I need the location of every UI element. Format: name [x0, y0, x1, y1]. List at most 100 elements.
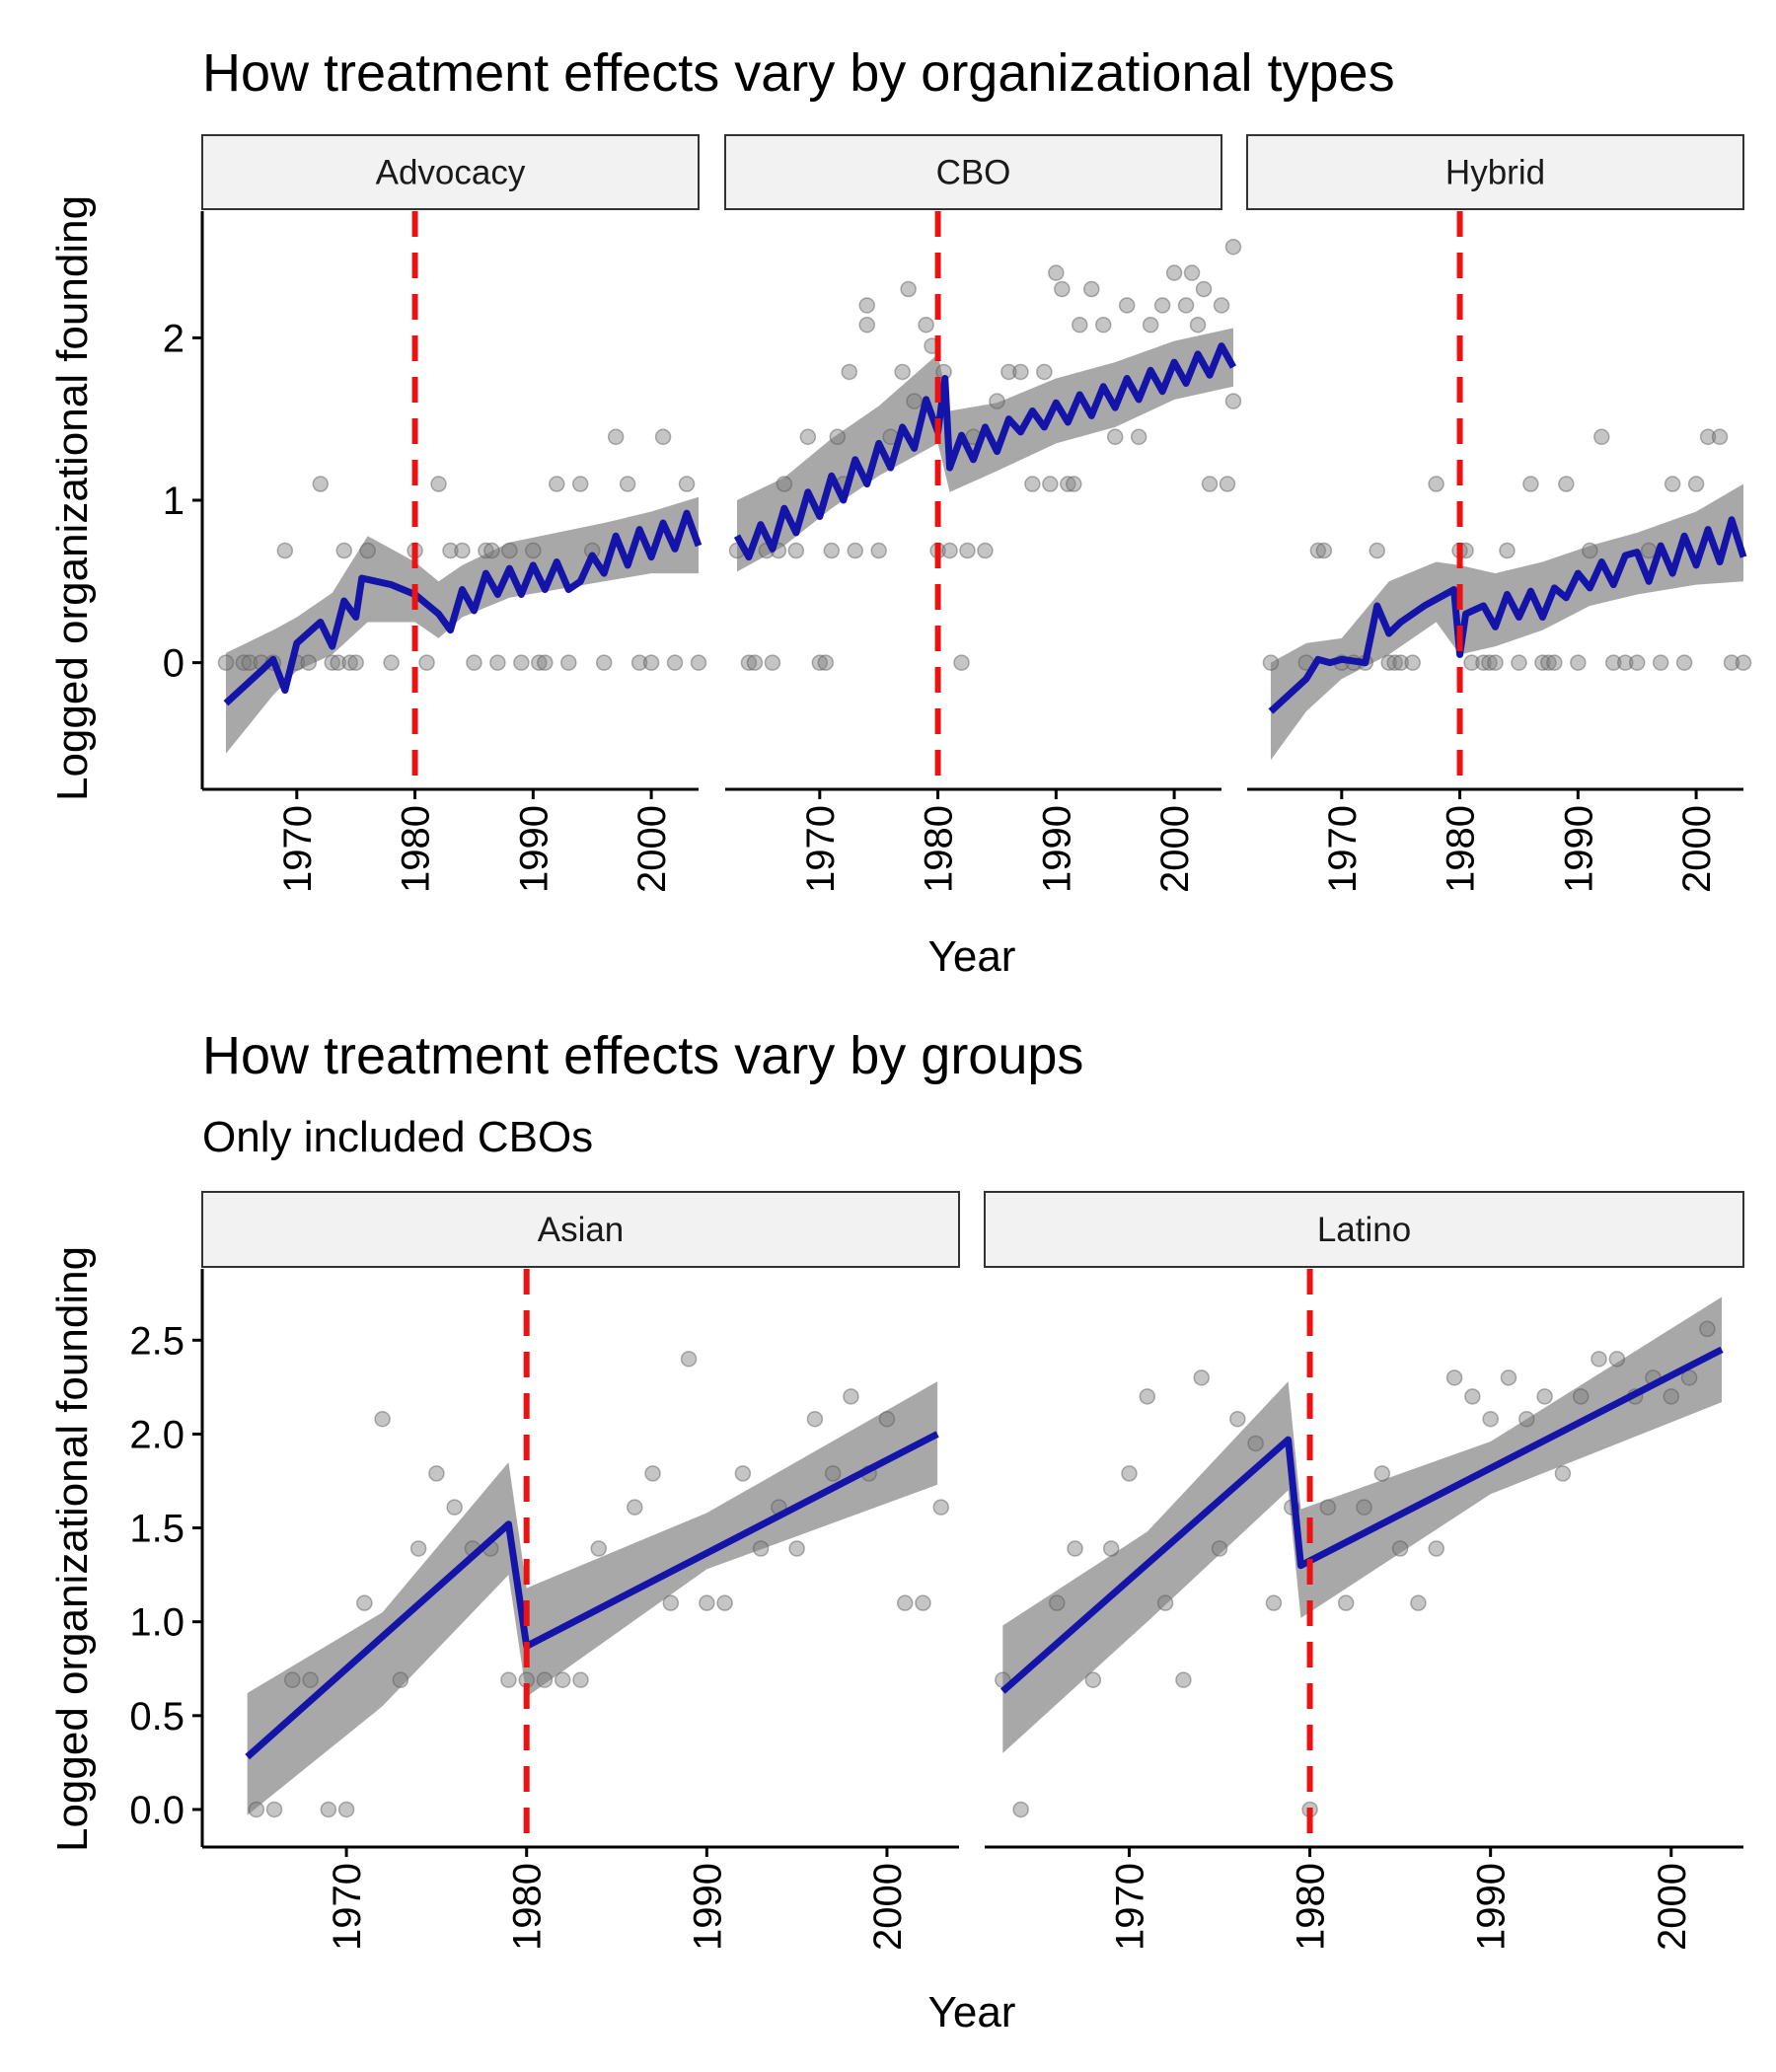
data-point: [823, 542, 841, 559]
data-point: [1554, 1465, 1572, 1482]
x-tick-label: 2000: [1651, 1863, 1694, 1951]
confidence-band: [247, 1381, 938, 1815]
data-point: [630, 654, 648, 671]
data-point: [829, 428, 847, 446]
facet-strip: [201, 1191, 960, 1268]
data-point: [1165, 264, 1183, 281]
data-point: [554, 1671, 571, 1688]
data-point: [1699, 428, 1717, 446]
data-point: [383, 654, 400, 671]
data-point: [341, 654, 358, 671]
data-point: [483, 542, 500, 559]
data-point: [337, 1801, 355, 1818]
data-point: [932, 1499, 949, 1516]
data-point: [1175, 1671, 1192, 1688]
data-point: [776, 476, 793, 492]
data-point: [906, 393, 923, 409]
data-point: [595, 654, 613, 671]
data-point: [409, 1540, 427, 1557]
data-point: [915, 1594, 931, 1611]
data-point: [1262, 654, 1280, 671]
data-point: [941, 542, 958, 559]
data-point: [1428, 476, 1444, 492]
y-tick-label: 2: [163, 317, 185, 360]
x-tick-label: 1970: [276, 805, 320, 893]
data-point: [217, 654, 235, 671]
data-point: [235, 654, 253, 671]
data-point: [1066, 476, 1082, 492]
data-point: [734, 1465, 752, 1482]
data-point: [900, 280, 917, 298]
data-point: [466, 654, 482, 671]
data-point: [1487, 654, 1504, 671]
data-point: [1024, 476, 1041, 492]
data-point: [1054, 280, 1071, 298]
confidence-band: [736, 328, 1233, 572]
y-tick-label: 0: [163, 642, 185, 686]
data-point: [1499, 542, 1516, 559]
data-point: [1608, 1351, 1626, 1368]
data-point: [1193, 1369, 1210, 1386]
data-point: [1675, 654, 1693, 671]
fit-line: [245, 1431, 939, 1760]
data-point: [841, 363, 857, 381]
data-point: [442, 542, 459, 559]
data-point: [1102, 1540, 1120, 1557]
data-point: [359, 542, 376, 559]
data-point: [312, 476, 330, 492]
data-point: [1663, 1388, 1680, 1405]
data-point: [1582, 542, 1598, 559]
data-point: [1428, 1540, 1444, 1557]
data-point: [1315, 542, 1333, 559]
data-point: [1048, 1594, 1066, 1611]
data-point: [347, 654, 364, 671]
data-point: [1337, 1594, 1355, 1611]
x-tick-label: 1990: [512, 805, 555, 893]
data-point: [619, 476, 636, 492]
data-point: [1463, 654, 1480, 671]
data-point: [1711, 428, 1729, 446]
data-point: [241, 654, 259, 671]
facet-hybrid: Hybrid 1970 1980 1990 2000: [1246, 134, 1752, 893]
chart-bottom-subtitle: Only included CBOs: [202, 1113, 593, 1161]
data-point: [300, 654, 318, 671]
y-tick-label: 1.0: [129, 1601, 185, 1645]
data-point: [953, 654, 970, 671]
facet-latino: Latino 1970 1980 1990 2000: [984, 1191, 1744, 1951]
facet-strip: [724, 134, 1222, 210]
data-point: [1183, 264, 1201, 281]
data-point: [1445, 1369, 1463, 1386]
data-point: [666, 654, 684, 671]
chart-top-x-axis-title: Year: [928, 932, 1016, 981]
data-point: [356, 1594, 373, 1611]
data-point: [265, 1801, 283, 1818]
facet-strip-label: CBO: [936, 154, 1011, 192]
data-point: [644, 1465, 661, 1482]
data-point: [1195, 280, 1213, 298]
x-tick-label: 2000: [866, 1863, 910, 1951]
data-point: [1265, 1594, 1283, 1611]
data-point: [330, 654, 346, 671]
data-point: [690, 654, 707, 671]
confidence-band: [1270, 483, 1743, 761]
data-point: [1628, 654, 1646, 671]
data-point: [1118, 297, 1136, 314]
data-point: [1391, 1540, 1409, 1557]
x-tick-label: 1990: [686, 1863, 729, 1951]
data-point: [977, 542, 994, 559]
data-point: [302, 1671, 319, 1688]
data-point: [1386, 654, 1403, 671]
fit-line: [999, 1346, 1724, 1694]
data-point: [1211, 1540, 1228, 1557]
x-tick-label: 2000: [1675, 805, 1719, 893]
data-point: [1392, 654, 1409, 671]
data-point: [817, 654, 835, 671]
chart-bottom-title: How treatment effects vary by groups: [202, 1026, 1083, 1085]
chart-bottom: How treatment effects vary by groups Onl…: [48, 1026, 1744, 2036]
data-point: [847, 542, 863, 559]
data-point: [746, 654, 764, 671]
data-point: [1219, 476, 1236, 492]
data-point: [1546, 654, 1563, 671]
